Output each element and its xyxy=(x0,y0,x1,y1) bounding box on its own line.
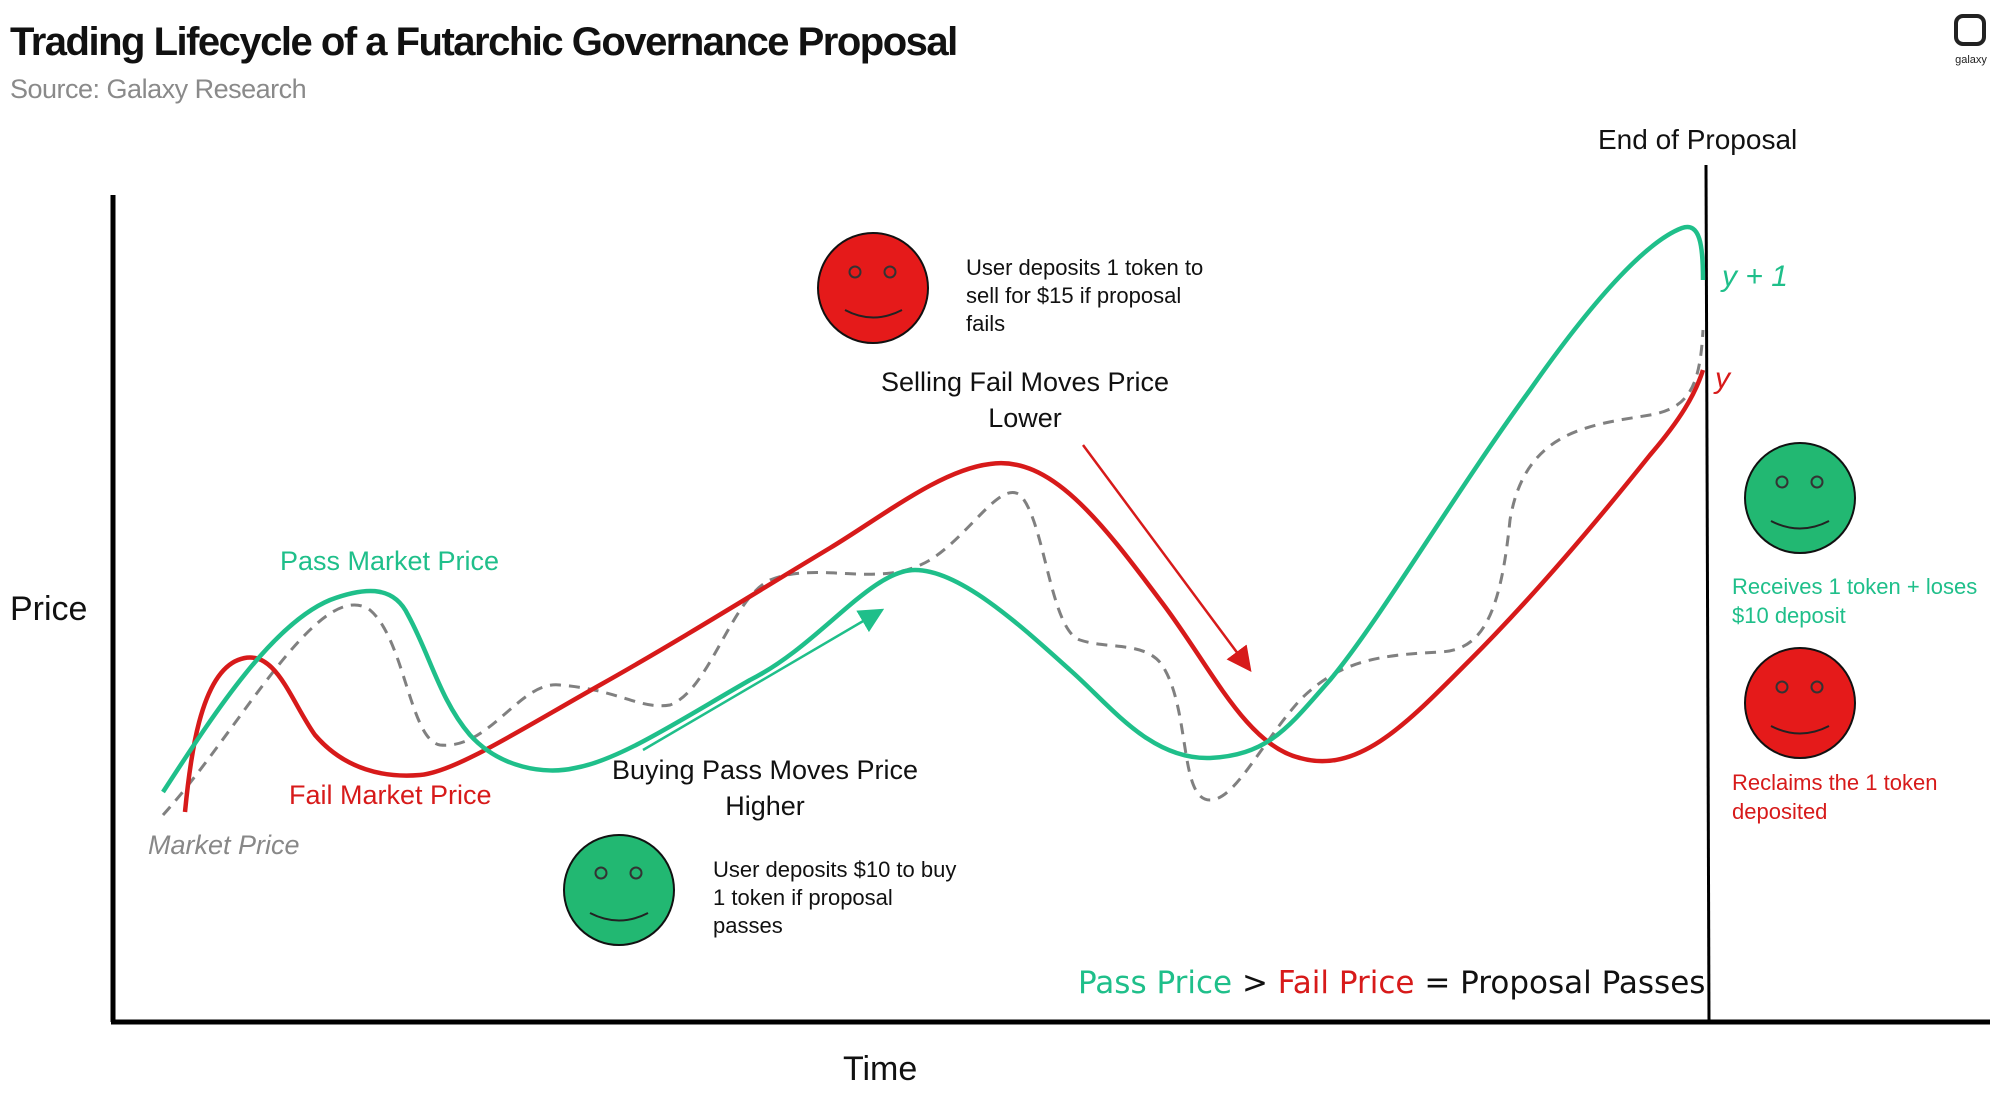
fail-end-value: y xyxy=(1715,362,1730,395)
end-of-proposal-line xyxy=(1704,164,1711,1023)
y-axis-label: Price xyxy=(10,590,88,628)
galaxy-logo-text: galaxy xyxy=(1955,54,1987,66)
buying-pass-arrow xyxy=(642,608,885,752)
x-axis-label: Time xyxy=(843,1050,918,1088)
fail-outcome-smiley-icon xyxy=(1744,647,1856,759)
selling-fail-line-2: Lower xyxy=(988,403,1062,433)
rule-pass-price: Pass Price xyxy=(1078,965,1233,1001)
selling-fail-annotation: Selling Fail Moves Price Lower xyxy=(855,364,1195,436)
pass-outcome-smiley-icon xyxy=(1744,442,1856,554)
buying-pass-line-1: Buying Pass Moves Price xyxy=(611,755,919,785)
pass-deposit-note: User deposits $10 to buy 1 token if prop… xyxy=(713,856,956,940)
fail-outcome-note: Reclaims the 1 token deposited xyxy=(1732,768,1937,826)
buying-pass-annotation: Buying Pass Moves Price Higher xyxy=(590,752,940,824)
pass-deposit-line-1: User deposits $10 to buy xyxy=(713,857,957,882)
market-price-line xyxy=(161,329,1705,817)
market-price-label: Market Price xyxy=(148,830,300,860)
fail-deposit-line-1: User deposits 1 token to xyxy=(966,255,1204,280)
pass-outcome-line-2: $10 deposit xyxy=(1732,603,1846,628)
pass-outcome-line-1: Receives 1 token + loses xyxy=(1732,574,1978,599)
pass-outcome-note: Receives 1 token + loses $10 deposit xyxy=(1732,572,1977,630)
pass-market-price-line xyxy=(161,224,1706,794)
galaxy-logo-icon xyxy=(1954,14,1986,46)
rule-result: = Proposal Passes xyxy=(1424,965,1706,1001)
rule-gt: > xyxy=(1241,965,1268,1001)
fail-market-price-line xyxy=(182,369,1706,813)
pass-deposit-line-2: 1 token if proposal xyxy=(713,885,893,910)
end-of-proposal-label: End of Proposal xyxy=(1598,124,1798,155)
rule-fail-price: Fail Price xyxy=(1277,965,1415,1001)
pass-market-price-label: Pass Market Price xyxy=(280,546,500,576)
selling-fail-arrow xyxy=(1081,444,1252,673)
buying-pass-line-2: Higher xyxy=(725,791,805,821)
pass-deposit-line-3: passes xyxy=(713,913,783,938)
fail-deposit-line-3: fails xyxy=(966,311,1006,336)
fail-deposit-note: User deposits 1 token to sell for $15 if… xyxy=(966,254,1203,338)
source-note: Source: Galaxy Research xyxy=(10,74,307,104)
fail-outcome-line-2: deposited xyxy=(1732,799,1828,824)
green-smiley-icon xyxy=(563,834,675,946)
pass-end-value: y + 1 xyxy=(1722,260,1788,293)
fail-outcome-line-1: Reclaims the 1 token xyxy=(1732,770,1938,795)
fail-market-price-label: Fail Market Price xyxy=(289,780,492,810)
fail-deposit-line-2: sell for $15 if proposal xyxy=(966,283,1182,308)
chart-title: Trading Lifecycle of a Futarchic Governa… xyxy=(10,20,958,64)
pass-rule: Pass Price > Fail Price = Proposal Passe… xyxy=(1078,965,1705,1001)
red-smiley-icon xyxy=(817,232,929,344)
selling-fail-line-1: Selling Fail Moves Price xyxy=(880,367,1170,397)
galaxy-logo: galaxy xyxy=(1950,14,1992,74)
